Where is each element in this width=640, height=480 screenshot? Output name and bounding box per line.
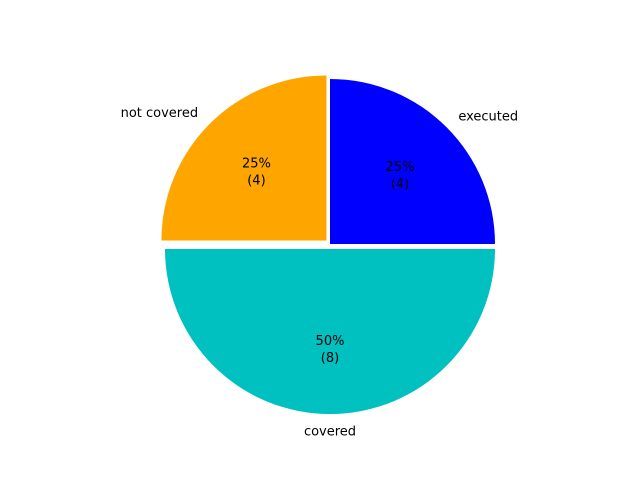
- slice-percent: 50%: [316, 334, 345, 349]
- pie-slices: [161, 75, 495, 414]
- pie-slice-executed: [330, 79, 495, 244]
- slice-value-label: 25% (4): [242, 156, 271, 188]
- slice-count: (8): [321, 351, 339, 366]
- slice-percent: 25%: [242, 156, 271, 171]
- pie-slice-covered: [165, 249, 495, 414]
- slice-percent: 25%: [386, 160, 415, 175]
- slice-value-label: 50% (8): [316, 334, 345, 366]
- slice-category-label: covered: [304, 425, 356, 440]
- slice-count: (4): [391, 177, 409, 192]
- pie-slice-not-covered: [161, 75, 327, 241]
- slice-value-label: 25% (4): [386, 160, 415, 192]
- slice-category-label: executed: [458, 110, 518, 125]
- slice-category-label: not covered: [121, 106, 199, 121]
- slice-count: (4): [247, 173, 265, 188]
